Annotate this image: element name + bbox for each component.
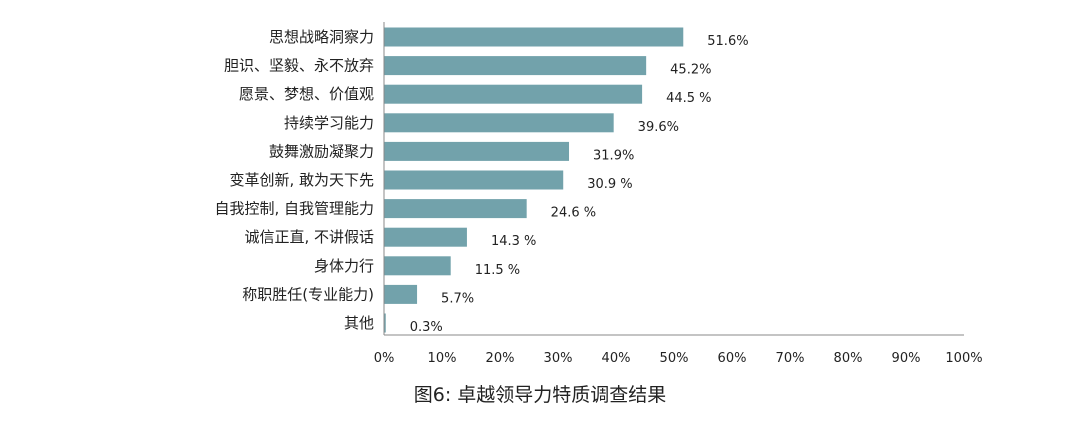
x-tick-label: 90% xyxy=(892,351,921,366)
category-label: 变革创新, 敢为天下先 xyxy=(229,171,374,189)
x-tick-label: 10% xyxy=(428,351,457,366)
category-labels: 思想战略洞察力胆识、坚毅、永不放弃愿景、梦想、价值观持续学习能力鼓舞激励凝聚力变… xyxy=(214,28,374,332)
x-tick-label: 100% xyxy=(945,351,982,366)
bars xyxy=(384,27,684,333)
x-tick-label: 80% xyxy=(834,351,863,366)
bar xyxy=(384,141,570,161)
bar xyxy=(384,227,467,247)
category-label: 思想战略洞察力 xyxy=(269,28,374,46)
chart-title: 图6: 卓越领导力特质调查结果 xyxy=(413,384,667,406)
bar xyxy=(384,56,647,76)
value-label: 14.3 % xyxy=(491,234,536,249)
bar xyxy=(384,170,564,190)
x-tick-label: 0% xyxy=(374,351,395,366)
bar xyxy=(384,284,418,304)
bar xyxy=(384,256,451,276)
value-label: 45.2% xyxy=(670,63,711,78)
value-label: 39.6% xyxy=(638,120,679,135)
value-labels: 51.6% 45.2% 44.5 % 39.6% 31.9% 30.9 % 24.6 % 14… xyxy=(410,34,749,335)
category-label: 其他 xyxy=(344,314,374,332)
x-tick-label: 50% xyxy=(660,351,689,366)
value-label: 44.5 % xyxy=(666,91,711,106)
value-label: 51.6% xyxy=(707,34,748,49)
category-label: 持续学习能力 xyxy=(284,114,374,132)
bar xyxy=(384,113,614,133)
category-label: 自我控制, 自我管理能力 xyxy=(214,200,374,218)
bar xyxy=(384,84,643,104)
value-label: 31.9% xyxy=(593,148,634,163)
category-label: 胆识、坚毅、永不放弃 xyxy=(224,57,374,75)
bar xyxy=(384,199,527,219)
value-label: 24.6 % xyxy=(551,206,596,221)
x-tick-label: 40% xyxy=(602,351,631,366)
x-tick-label: 20% xyxy=(486,351,515,366)
category-label: 身体力行 xyxy=(314,257,374,275)
category-label: 诚信正直, 不讲假话 xyxy=(244,228,374,246)
value-label: 0.3% xyxy=(410,320,443,335)
x-axis: 0% 10% 20% 30% 40% 50% 60% 70% 80% 90% 100% xyxy=(374,22,983,366)
category-label: 愿景、梦想、价值观 xyxy=(239,85,374,103)
x-tick-label: 30% xyxy=(544,351,573,366)
value-label: 30.9 % xyxy=(587,177,632,192)
bar xyxy=(384,27,684,47)
x-tick-label: 70% xyxy=(776,351,805,366)
value-label: 5.7% xyxy=(441,291,474,306)
x-tick-label: 60% xyxy=(718,351,747,366)
category-label: 鼓舞激励凝聚力 xyxy=(269,142,374,160)
bar xyxy=(384,313,386,333)
category-label: 称职胜任(专业能力) xyxy=(242,285,374,303)
value-label: 11.5 % xyxy=(475,263,520,278)
